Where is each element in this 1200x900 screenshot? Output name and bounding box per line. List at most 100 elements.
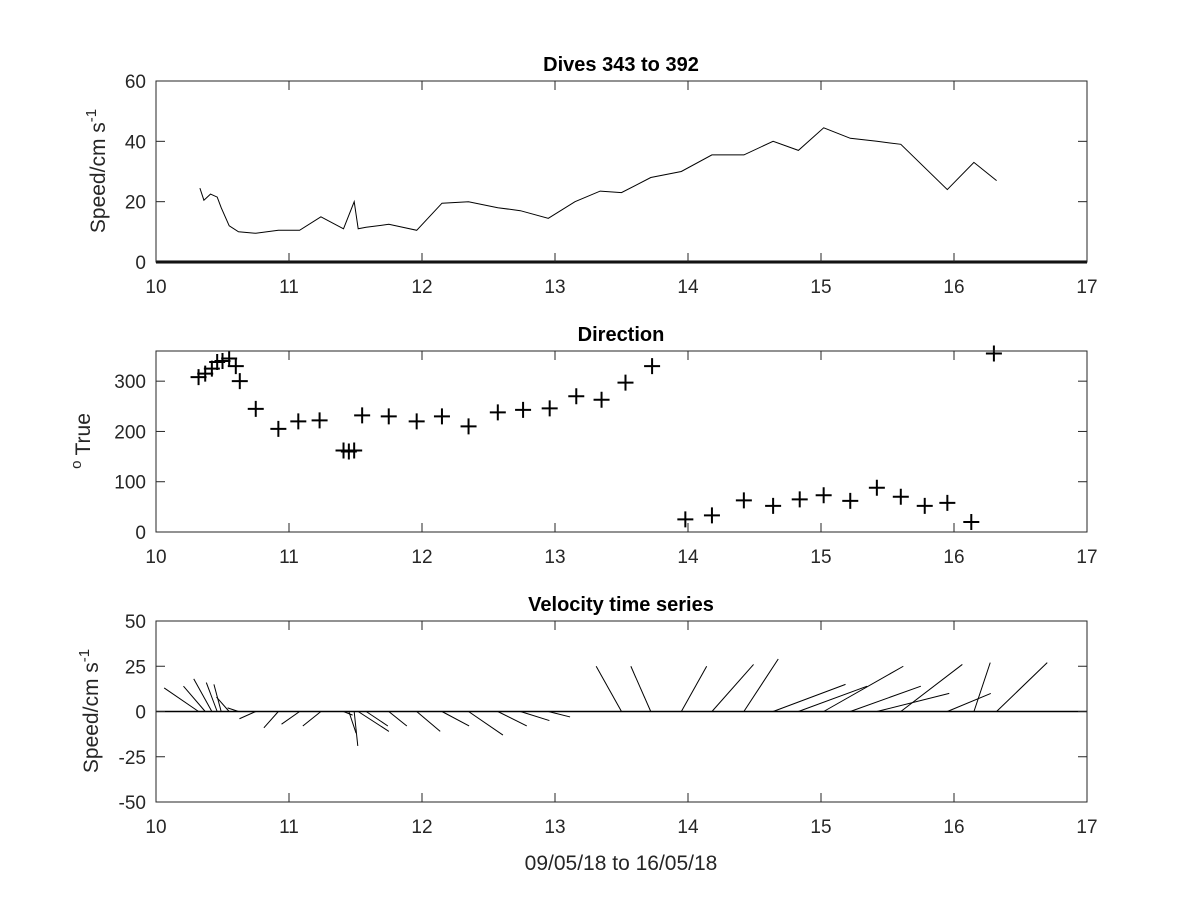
direction-point (985, 345, 1002, 362)
velocity-stick (973, 662, 991, 712)
velocity-axis-ticks: 10 11 12 13 14 15 16 17 -50 -25 0 25 50 (119, 612, 1098, 838)
velocity-stick (823, 665, 904, 712)
velocity-stick (205, 682, 218, 712)
direction-x-tick-label: 13 (544, 547, 565, 568)
velocity-stick (996, 662, 1048, 712)
speed-series-line (199, 127, 997, 234)
velocity-y-tick-label: 25 (125, 657, 146, 678)
velocity-stick (388, 711, 408, 727)
direction-x-tick-label: 17 (1076, 547, 1097, 568)
speed-y-tick-label: 40 (125, 132, 146, 153)
velocity-stick (163, 687, 199, 712)
velocity-stick (630, 666, 652, 712)
speed-x-tick-label: 14 (677, 277, 699, 298)
velocity-stick (497, 711, 527, 727)
speed-x-tick-label: 12 (411, 277, 432, 298)
direction-point (270, 420, 287, 437)
direction-point (489, 404, 506, 421)
velocity-stick (348, 711, 357, 734)
direction-point (460, 418, 477, 435)
velocity-stick (520, 711, 550, 722)
speed-x-tick-label: 10 (145, 277, 166, 298)
direction-y-tick-label: 0 (135, 523, 146, 544)
direction-y-axis-label-degree: o (68, 461, 85, 469)
speed-y-tick-label: 20 (125, 193, 146, 214)
direction-point (735, 492, 752, 509)
direction-point (703, 507, 720, 524)
speed-x-tick-label: 13 (544, 277, 565, 298)
direction-point (231, 373, 248, 390)
velocity-y-axis-label-text: Speed/cm s (80, 662, 103, 773)
speed-y-axis-label: Speed/cm s-1 (83, 109, 110, 233)
direction-x-tick-label: 14 (677, 547, 699, 568)
direction-point (311, 412, 328, 429)
speed-x-tick-label: 11 (279, 277, 299, 298)
direction-point (892, 488, 909, 505)
direction-point (868, 479, 885, 496)
direction-plot-area (190, 345, 1002, 530)
direction-point (354, 407, 371, 424)
velocity-stick (365, 711, 389, 727)
velocity-stick (743, 658, 779, 712)
velocity-y-tick-label: 0 (135, 703, 146, 724)
direction-point (815, 487, 832, 504)
direction-point (247, 400, 264, 417)
velocity-x-tick-label: 17 (1076, 817, 1097, 838)
velocity-stick (711, 664, 754, 712)
direction-point (939, 494, 956, 511)
direction-point (214, 353, 231, 370)
velocity-x-tick-label: 10 (145, 817, 166, 838)
direction-point (541, 400, 558, 417)
velocity-x-tick-label: 13 (544, 817, 565, 838)
velocity-x-tick-label: 16 (943, 817, 964, 838)
direction-panel: Direction 10 11 12 13 14 15 16 17 0 100 200 300 o Tr… (68, 324, 1098, 568)
direction-point (190, 369, 207, 386)
velocity-stick (216, 696, 230, 712)
velocity-stick (193, 678, 213, 712)
speed-x-tick-label: 15 (810, 277, 831, 298)
velocity-stick (281, 711, 300, 725)
velocity-y-axis-label: Speed/cm s-1 (76, 649, 103, 773)
velocity-stick (343, 711, 353, 716)
direction-x-tick-label: 16 (943, 547, 964, 568)
direction-point (677, 511, 694, 528)
speed-y-tick-label: 60 (125, 72, 146, 93)
direction-point (617, 374, 634, 391)
direction-x-tick-label: 11 (279, 547, 299, 568)
velocity-x-tick-label: 14 (677, 817, 699, 838)
direction-y-tick-label: 200 (114, 422, 146, 443)
velocity-y-tick-label: 50 (125, 612, 146, 633)
speed-axes-box (155, 80, 1088, 263)
direction-x-tick-label: 15 (810, 547, 831, 568)
velocity-stick (548, 711, 571, 718)
velocity-stick (416, 711, 441, 732)
direction-y-tick-label: 300 (114, 372, 146, 393)
direction-point (593, 391, 610, 408)
velocity-y-tick-label: -50 (119, 793, 146, 814)
velocity-x-tick-label: 15 (810, 817, 831, 838)
velocity-panel: Velocity time series 10 11 12 13 14 15 16 17 -50… (76, 594, 1098, 875)
direction-panel-title: Direction (578, 324, 665, 346)
direction-point (408, 413, 425, 430)
speed-x-tick-label: 17 (1076, 277, 1097, 298)
speed-y-axis-label-text: Speed/cm s (87, 122, 110, 233)
velocity-stick (357, 711, 390, 732)
direction-point (842, 492, 859, 509)
velocity-stick (183, 685, 206, 712)
velocity-stick (468, 711, 504, 736)
direction-y-axis-label-text: True (72, 413, 95, 455)
velocity-y-axis-label-exponent: -1 (76, 649, 93, 662)
direction-axis-ticks: 10 11 12 13 14 15 16 17 0 100 200 300 (114, 351, 1098, 568)
direction-y-axis-label: o True (68, 413, 95, 469)
velocity-stick (227, 707, 239, 712)
direction-y-tick-label: 100 (114, 473, 146, 494)
velocity-stick (900, 664, 963, 712)
speed-panel-title: Dives 343 to 392 (543, 54, 699, 76)
direction-point (221, 350, 238, 367)
velocity-x-tick-label: 11 (279, 817, 299, 838)
velocity-stick (302, 711, 322, 727)
speed-y-tick-label: 0 (135, 253, 146, 274)
velocity-stick (353, 711, 359, 746)
velocity-plot-area (156, 658, 1087, 746)
